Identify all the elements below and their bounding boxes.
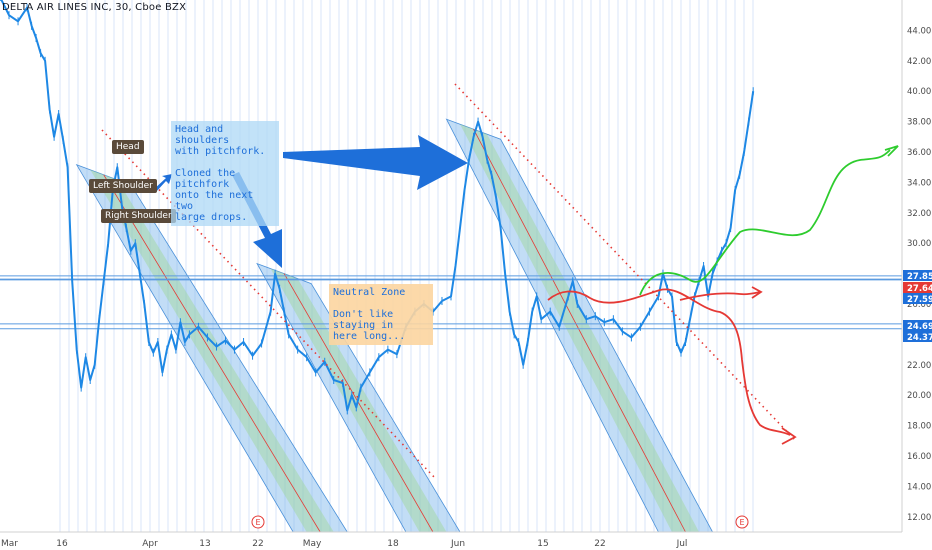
y-tick-label: 18.00 <box>907 422 931 432</box>
projection-up-arrowhead <box>884 145 899 157</box>
projection-mid-arrowhead <box>751 286 763 299</box>
price-badge <box>903 282 932 293</box>
x-tick-label: 13 <box>199 539 210 549</box>
x-tick-label: 18 <box>387 539 399 549</box>
chart-title: DELTA AIR LINES INC, 30, Cboe BZX <box>2 2 187 13</box>
projection-down-arrowhead <box>781 427 797 445</box>
earnings-marker-label: E <box>739 518 744 527</box>
left-shoulder-label: Left Shoulder <box>89 179 157 193</box>
right-shoulder-label: Right Shoulder <box>101 209 176 223</box>
x-tick-label: Apr <box>142 539 158 549</box>
x-tick-label: Jul <box>676 539 688 549</box>
x-tick-label: 16 <box>56 539 68 549</box>
x-tick-label: 22 <box>252 539 263 549</box>
y-tick-label: 22.00 <box>907 361 931 371</box>
price-badge-label: 24.37 <box>907 333 932 343</box>
y-tick-label: 42.00 <box>907 57 931 67</box>
y-tick-label: 16.00 <box>907 452 931 462</box>
price-badge <box>903 331 932 342</box>
y-tick-label: 12.00 <box>907 513 931 523</box>
price-badge <box>903 270 932 281</box>
pitchfork-median-line <box>103 174 321 533</box>
y-tick-label: 30.00 <box>907 239 931 249</box>
price-badge <box>903 320 932 331</box>
y-tick-label: 20.00 <box>907 391 931 401</box>
pitchfork-median-line <box>283 273 434 533</box>
price-badge-label: 24.69 <box>907 322 932 332</box>
x-axis: Mar 16 Apr 13 22 May 18 Jun 15 22 Jul <box>0 531 902 549</box>
arrow-right-big <box>283 135 468 190</box>
earnings-marker <box>735 515 749 529</box>
y-tick-label: 44.00 <box>907 26 931 36</box>
price-badge <box>903 293 932 304</box>
head-label: Head <box>112 140 144 154</box>
y-tick-label: 38.00 <box>907 118 931 128</box>
y-tick-label: 14.00 <box>907 482 931 492</box>
neutral-zone-lines <box>0 275 902 330</box>
price-badge-label: 27.64 <box>907 284 932 294</box>
pitchfork-inner-band <box>90 169 334 533</box>
y-tick-label: 36.00 <box>907 148 931 158</box>
y-tick-label: 26.00 <box>907 300 931 310</box>
projection-down-path <box>547 288 791 436</box>
price-series <box>0 0 755 415</box>
y-tick-label: 32.00 <box>907 209 931 219</box>
vertical-grid-lines <box>59 0 754 532</box>
neutral-zone-note: Neutral Zone Don't like staying in here … <box>329 284 433 345</box>
y-tick-label: 40.00 <box>907 87 931 97</box>
earnings-marker <box>251 515 265 529</box>
x-tick-label: 22 <box>594 539 605 549</box>
x-tick-label: Jun <box>450 539 465 549</box>
x-tick-label: May <box>303 539 322 549</box>
arrow-small <box>153 174 172 193</box>
earnings-marker-label: E <box>255 518 260 527</box>
price-badge-label: 27.85 <box>907 272 932 282</box>
y-tick-label: 34.00 <box>907 178 931 188</box>
projection-mid-path <box>679 291 761 301</box>
pitchfork-note: Head and shoulders with pitchfork. Clone… <box>171 121 279 226</box>
pitchfork-inner-band <box>460 124 700 532</box>
x-tick-label: Mar <box>1 539 18 549</box>
price-badge-label: 27.59 <box>907 295 932 305</box>
pitchfork-median-line <box>473 129 686 533</box>
x-tick-label: 15 <box>537 539 548 549</box>
projection-up-path <box>639 149 891 296</box>
y-axis: 12.0014.0016.0018.0020.0022.0024.0026.00… <box>901 0 931 532</box>
